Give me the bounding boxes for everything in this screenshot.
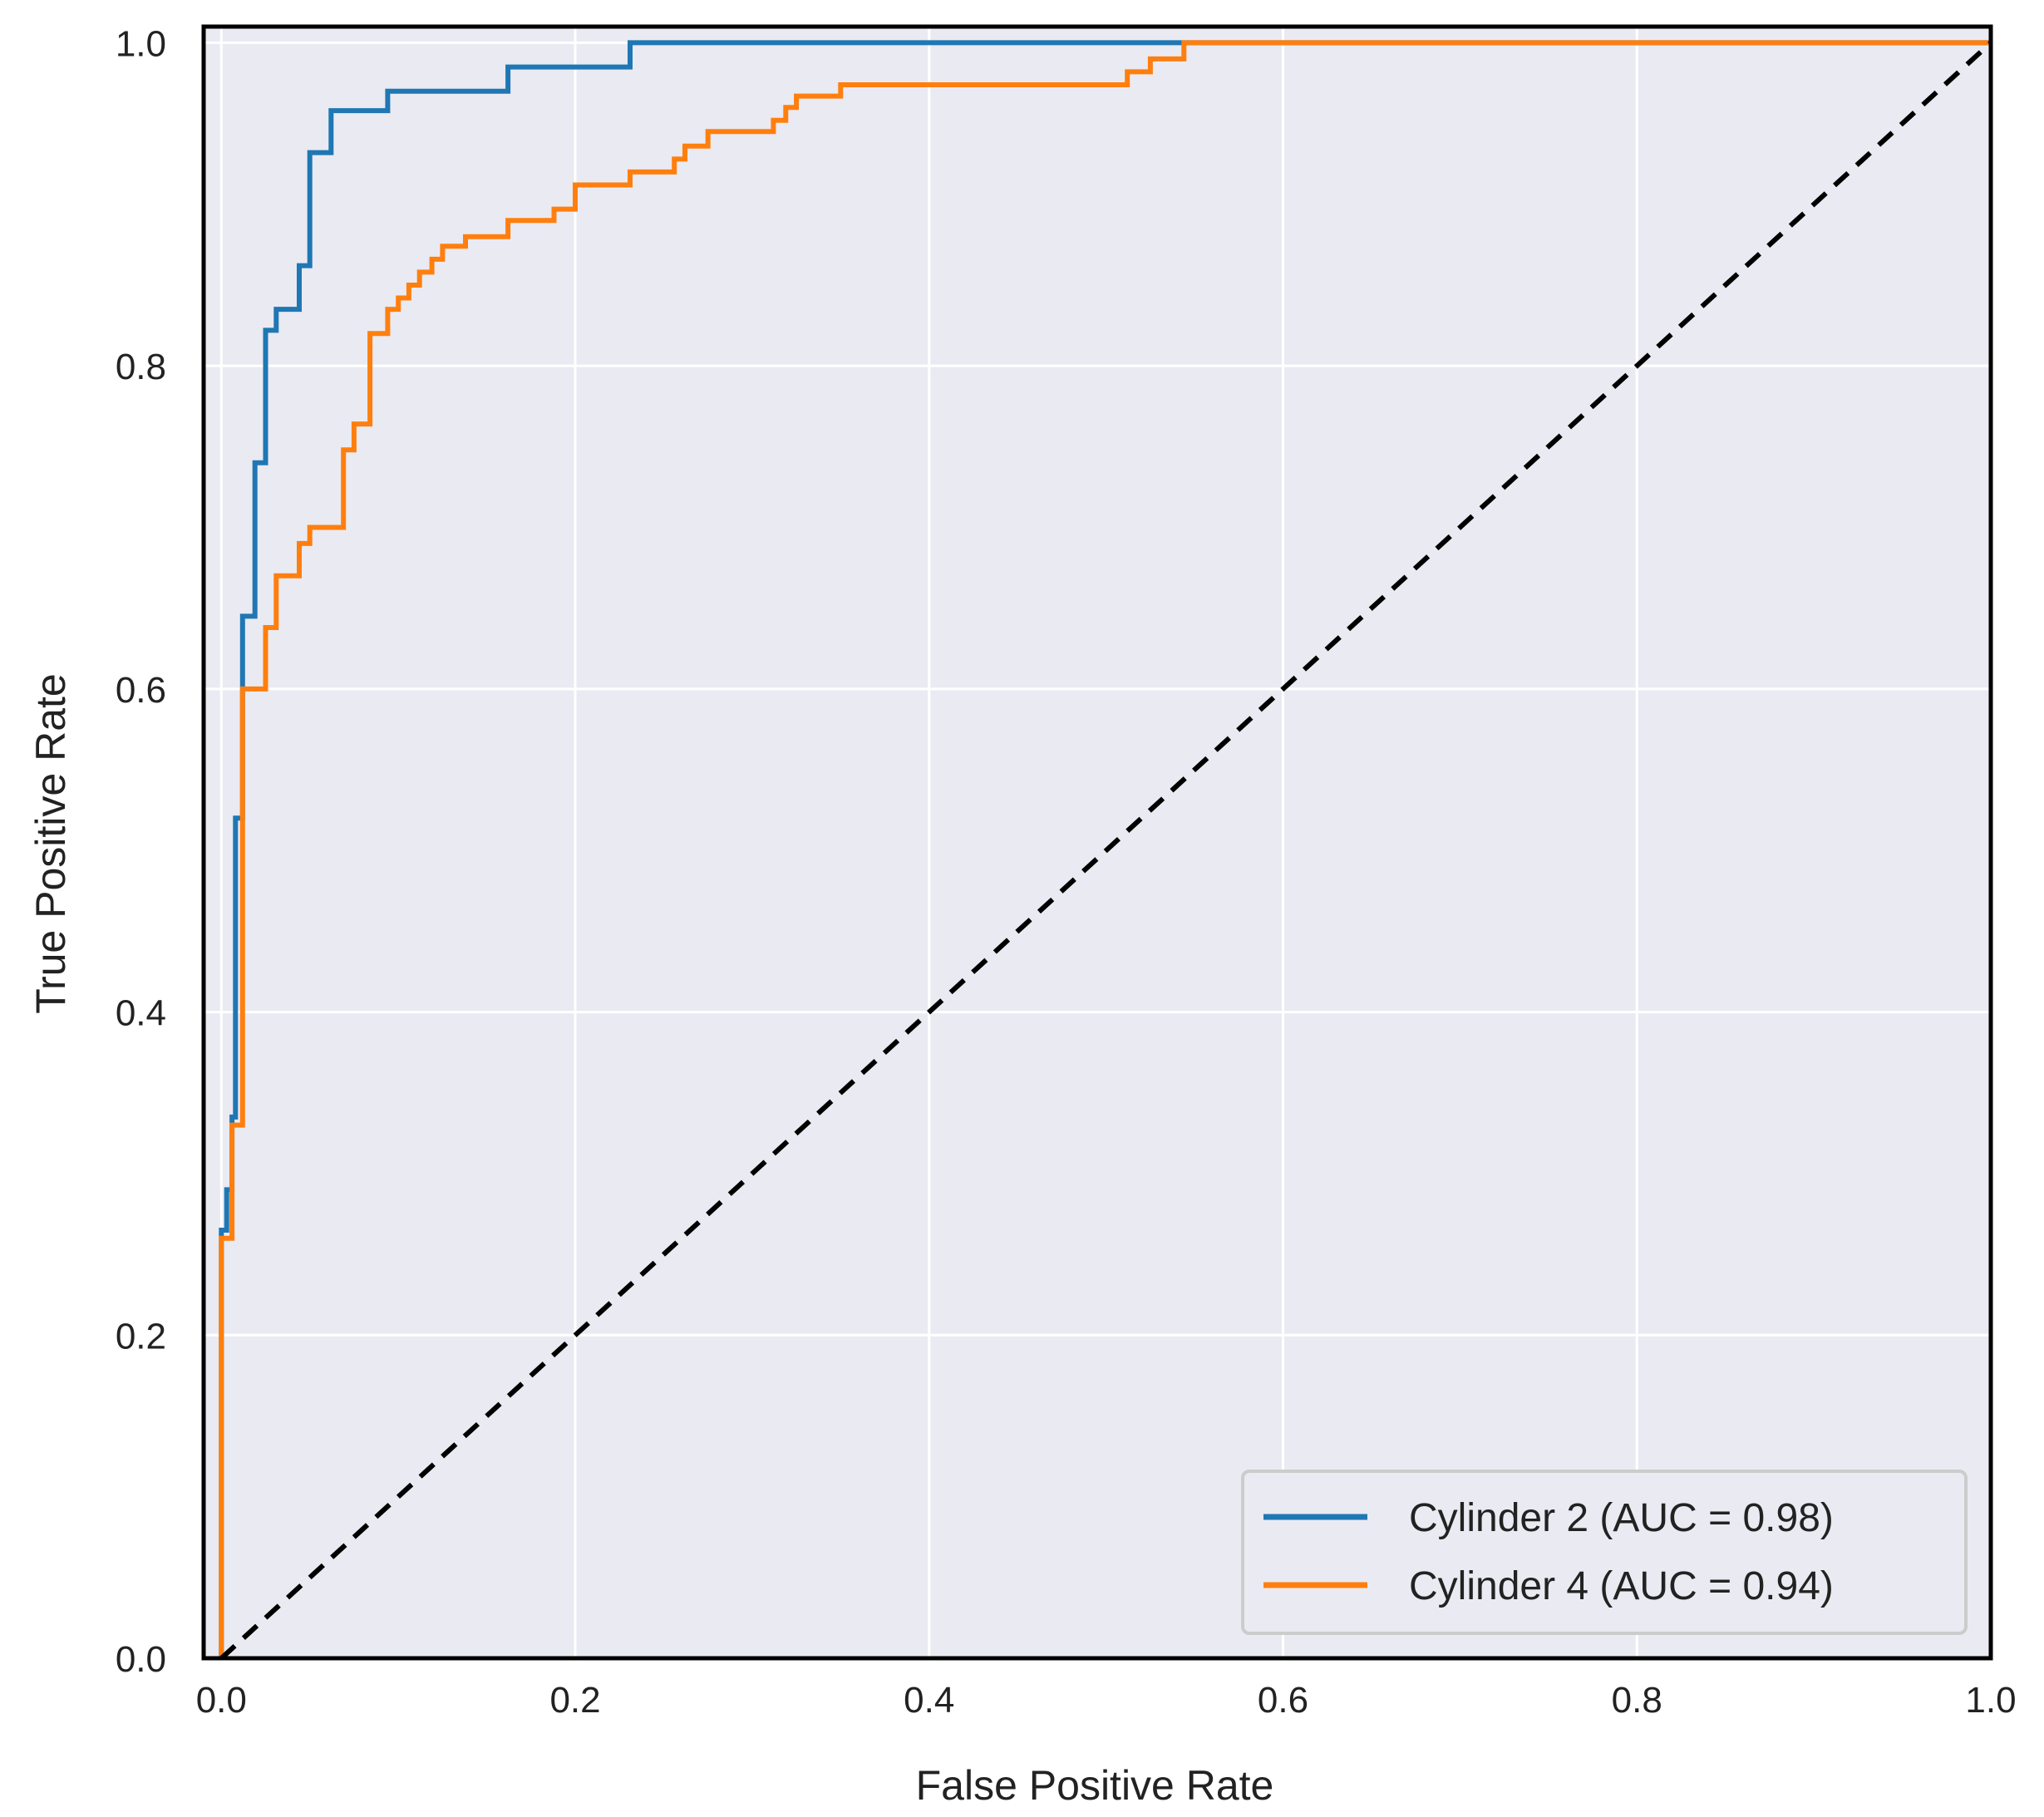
x-axis-ticks: 0.0 0.2 0.4 0.6 0.8 1.0 — [196, 1680, 2017, 1721]
series-line-2 — [219, 40, 1991, 1658]
series-layer — [219, 40, 1993, 1661]
chance-diagonal-line — [219, 41, 1993, 1661]
legend: Cylinder 2 (AUC = 0.98) Cylinder 4 (AUC =… — [1241, 1470, 1968, 1635]
legend-label: Cylinder 2 (AUC = 0.98) — [1409, 1496, 1834, 1540]
x-tick-label: 0.0 — [196, 1680, 247, 1721]
plot-background — [204, 27, 1991, 1658]
y-axis-label: True Positive Rate — [27, 673, 74, 1013]
x-axis-label: False Positive Rate — [916, 1762, 1274, 1809]
y-axis-ticks: 0.0 0.2 0.4 0.6 0.8 1.0 — [116, 23, 166, 1680]
x-tick-label: 0.6 — [1258, 1680, 1308, 1721]
y-tick-label: 0.0 — [116, 1639, 166, 1680]
x-tick-label: 1.0 — [1965, 1680, 2016, 1721]
plot-frame — [201, 24, 1993, 1661]
legend-box — [1241, 1470, 1968, 1635]
y-tick-label: 0.4 — [116, 993, 166, 1034]
y-tick-label: 0.8 — [116, 347, 166, 387]
y-tick-label: 0.6 — [116, 670, 166, 711]
y-tick-label: 0.2 — [116, 1316, 166, 1357]
x-tick-label: 0.2 — [549, 1680, 600, 1721]
x-tick-label: 0.8 — [1612, 1680, 1662, 1721]
legend-label: Cylinder 4 (AUC = 0.94) — [1409, 1564, 1834, 1608]
x-tick-label: 0.4 — [904, 1680, 954, 1721]
y-tick-label: 1.0 — [116, 23, 166, 64]
